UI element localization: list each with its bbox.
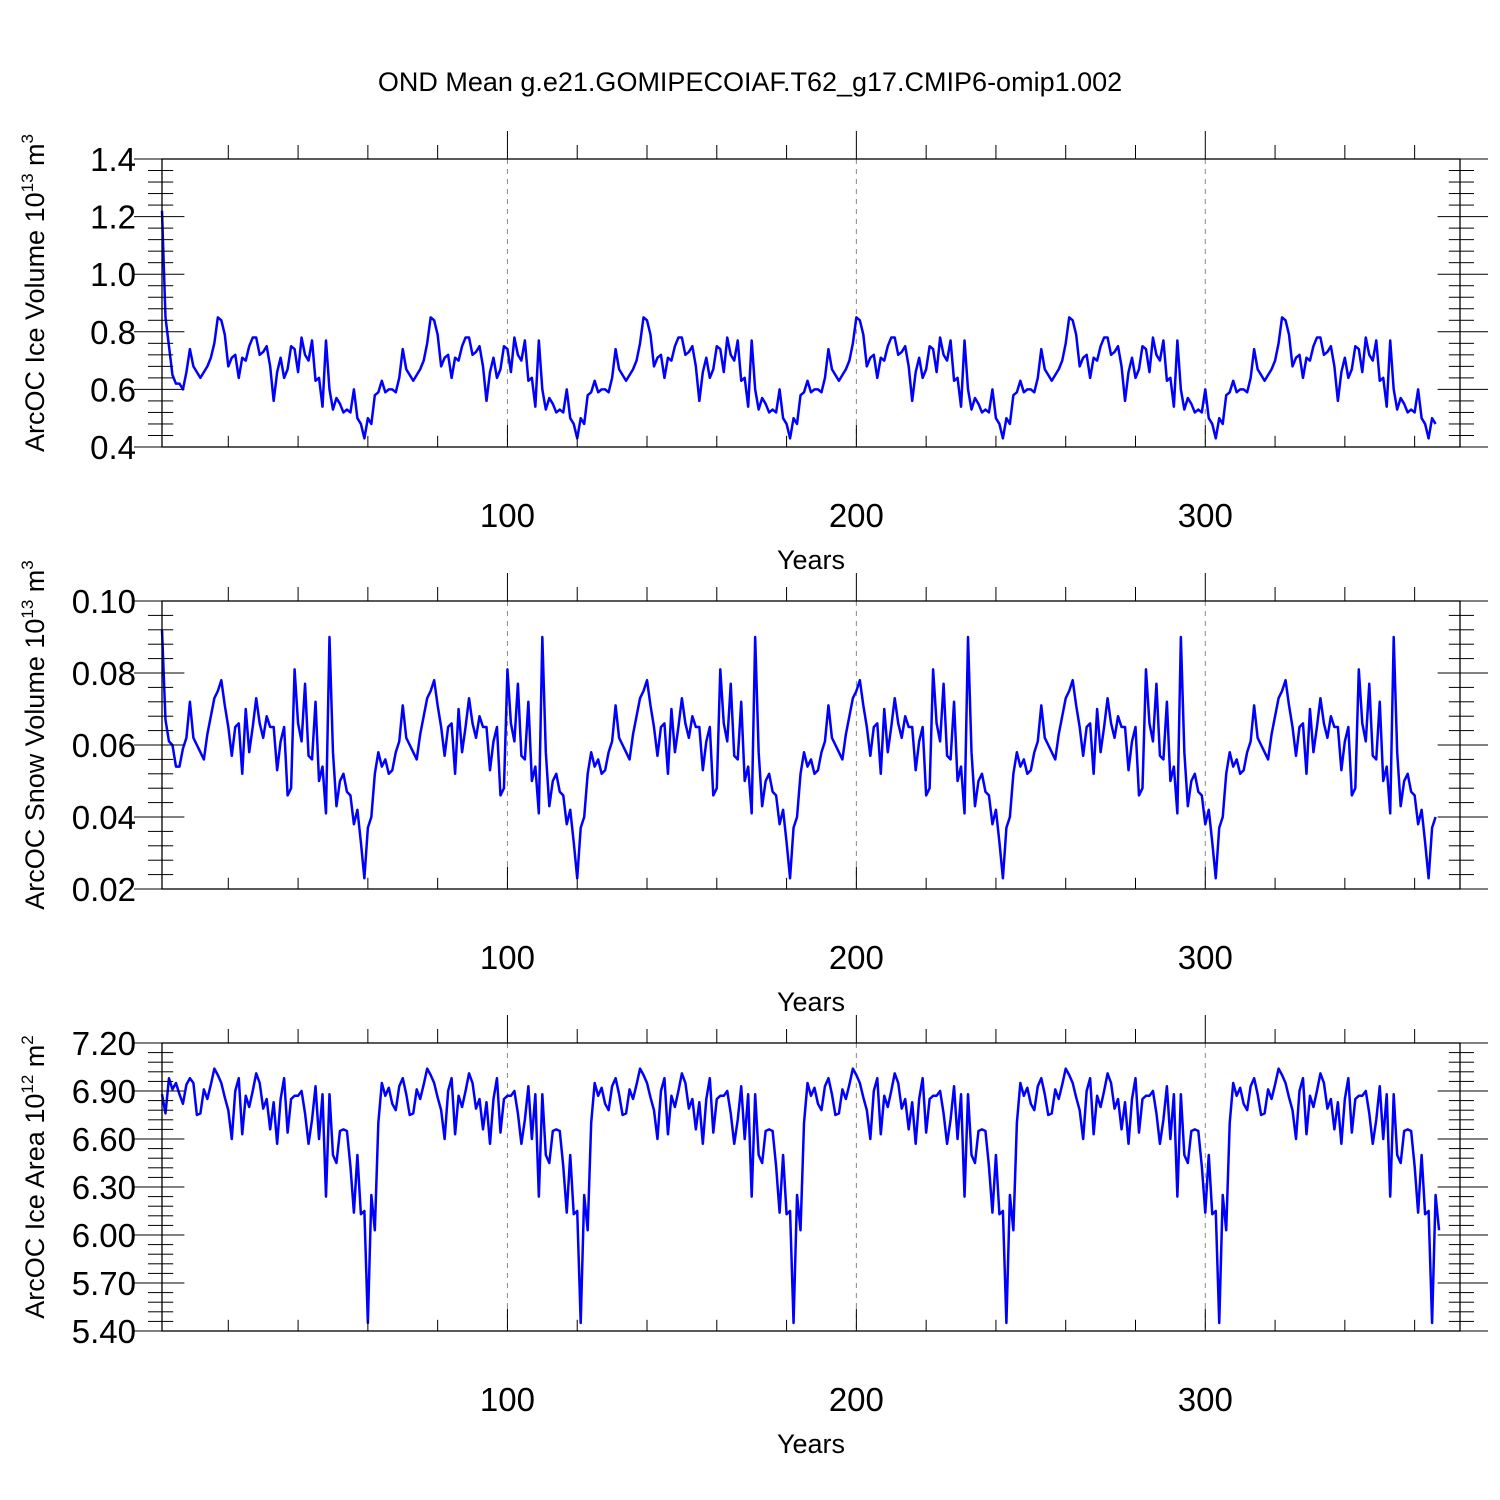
y-label-text: ArcOC Ice Volume 10 xyxy=(20,192,50,452)
y-tick-label: 6.60 xyxy=(72,1121,136,1158)
chart-title: OND Mean g.e21.GOMIPECOIAF.T62_g17.CMIP6… xyxy=(378,67,1122,97)
x-tick-label: 200 xyxy=(829,1381,884,1418)
x-axis-label: Years xyxy=(777,1429,845,1459)
y-label-exponent: 12 xyxy=(18,1075,37,1094)
x-tick-label: 300 xyxy=(1178,497,1233,534)
y-label-text: ArcOC Ice Area 10 xyxy=(20,1094,50,1319)
y-label-exponent: 13 xyxy=(18,173,37,192)
x-tick-label: 100 xyxy=(480,939,535,976)
y-tick-label: 0.02 xyxy=(72,871,136,908)
y-tick-label: 7.20 xyxy=(72,1025,136,1062)
x-tick-label: 100 xyxy=(480,1381,535,1418)
panels-container: 0.4 0.6 0.8 1.0 1.2 1.4 100 200 300 Years ArcOC Ic… xyxy=(18,131,1488,1459)
plot-frame xyxy=(161,158,1461,448)
series-line xyxy=(160,629,1437,880)
x-axis-label: Years xyxy=(777,987,845,1017)
y-tick-label: 6.30 xyxy=(72,1169,136,1206)
y-label-unit: m xyxy=(20,143,50,173)
panel-ice-volume: 0.4 0.6 0.8 1.0 1.2 1.4 100 200 300 Years ArcOC Ic… xyxy=(18,131,1488,575)
y-tick-label: 6.90 xyxy=(72,1073,136,1110)
x-tick-label: 200 xyxy=(829,939,884,976)
panel-snow-volume: 0.02 0.04 0.06 0.08 0.10 100 200 300 Years ArcOC … xyxy=(18,560,1488,1017)
y-tick-label: 1.4 xyxy=(90,141,136,178)
x-tick-label: 300 xyxy=(1178,1381,1233,1418)
y-tick-label: 0.4 xyxy=(90,429,136,466)
y-label-text: ArcOC Snow Volume 10 xyxy=(20,619,50,910)
x-tick-label: 300 xyxy=(1178,939,1233,976)
series-line xyxy=(160,1067,1441,1325)
y-tick-label: 0.6 xyxy=(90,371,136,408)
x-tick-label: 100 xyxy=(480,497,535,534)
x-tick-label: 200 xyxy=(829,497,884,534)
y-axis-label: ArcOC Ice Area 1012 m2 xyxy=(18,1035,50,1319)
y-tick-label: 0.08 xyxy=(72,655,136,692)
y-label-unit-exponent: 3 xyxy=(18,560,37,569)
y-tick-label: 5.70 xyxy=(72,1265,136,1302)
y-tick-label: 5.40 xyxy=(72,1313,136,1350)
y-tick-label: 1.2 xyxy=(90,199,136,236)
y-label-unit-exponent: 2 xyxy=(18,1035,37,1044)
y-tick-label: 0.10 xyxy=(72,583,136,620)
y-label-unit: m xyxy=(20,1045,50,1075)
y-tick-label: 1.0 xyxy=(90,256,136,293)
x-axis-label: Years xyxy=(777,545,845,575)
y-tick-label: 0.04 xyxy=(72,799,136,836)
y-label-unit: m xyxy=(20,570,50,600)
y-label-exponent: 13 xyxy=(18,600,37,619)
y-tick-label: 6.00 xyxy=(72,1217,136,1254)
series-line xyxy=(160,210,1437,440)
y-tick-label: 0.8 xyxy=(90,314,136,351)
y-tick-label: 0.06 xyxy=(72,727,136,764)
y-axis-label: ArcOC Snow Volume 1013 m3 xyxy=(18,560,50,910)
panel-ice-area: 5.40 5.70 6.00 6.30 6.60 6.90 7.20 100 200 300 Yea… xyxy=(18,1015,1488,1459)
y-label-unit-exponent: 3 xyxy=(18,134,37,143)
y-axis-label: ArcOC Ice Volume 1013 m3 xyxy=(18,134,50,452)
